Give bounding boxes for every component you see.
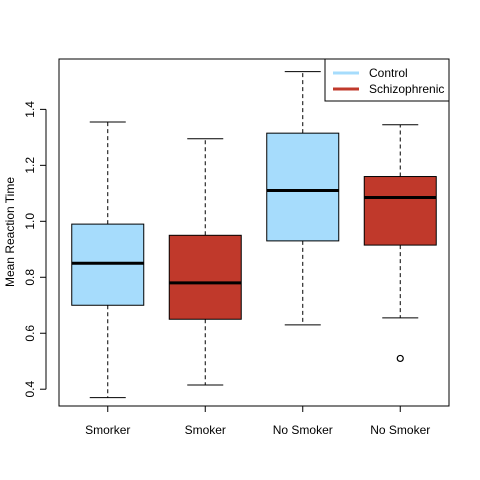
legend-label: Control <box>369 66 408 80</box>
x-tick-label: Smoker <box>185 423 226 437</box>
y-axis: 0.4 0.6 0.8 1.0 1.2 1.4 <box>23 101 47 398</box>
y-tick-label: 0.6 <box>23 325 37 342</box>
box-3 <box>266 71 340 326</box>
x-tick-label: No Smoker <box>273 423 333 437</box>
y-tick-label: 1.2 <box>23 157 37 174</box>
box-group <box>71 71 437 399</box>
y-axis-title: Mean Reaction Time <box>3 177 17 287</box>
outlier-point <box>396 354 404 363</box>
y-tick-label: 0.8 <box>23 269 37 286</box>
box-body <box>168 234 242 320</box>
legend-item: Schizophrenic <box>333 82 444 96</box>
box-2 <box>168 138 242 386</box>
legend: Control Schizophrenic <box>324 58 450 102</box>
x-tick-label: Smorker <box>85 423 130 437</box>
x-tick-label: No Smoker <box>370 423 430 437</box>
y-tick-label: 1.4 <box>23 101 37 118</box>
legend-item: Control <box>333 66 408 80</box>
box-1 <box>71 121 145 399</box>
box-body <box>266 132 340 242</box>
y-tick-label: 1.0 <box>23 213 37 230</box>
legend-label: Schizophrenic <box>369 82 444 96</box>
box-body <box>363 176 437 246</box>
y-tick-label: 0.4 <box>23 381 37 398</box>
box-4 <box>363 124 437 363</box>
x-axis: Smorker Smoker No Smoker No Smoker <box>85 405 430 437</box>
legend-box <box>324 58 450 102</box>
